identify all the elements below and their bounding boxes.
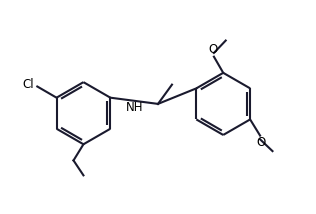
Text: NH: NH [126, 101, 143, 114]
Text: O: O [209, 43, 218, 56]
Text: O: O [256, 136, 265, 149]
Text: Cl: Cl [23, 78, 34, 91]
